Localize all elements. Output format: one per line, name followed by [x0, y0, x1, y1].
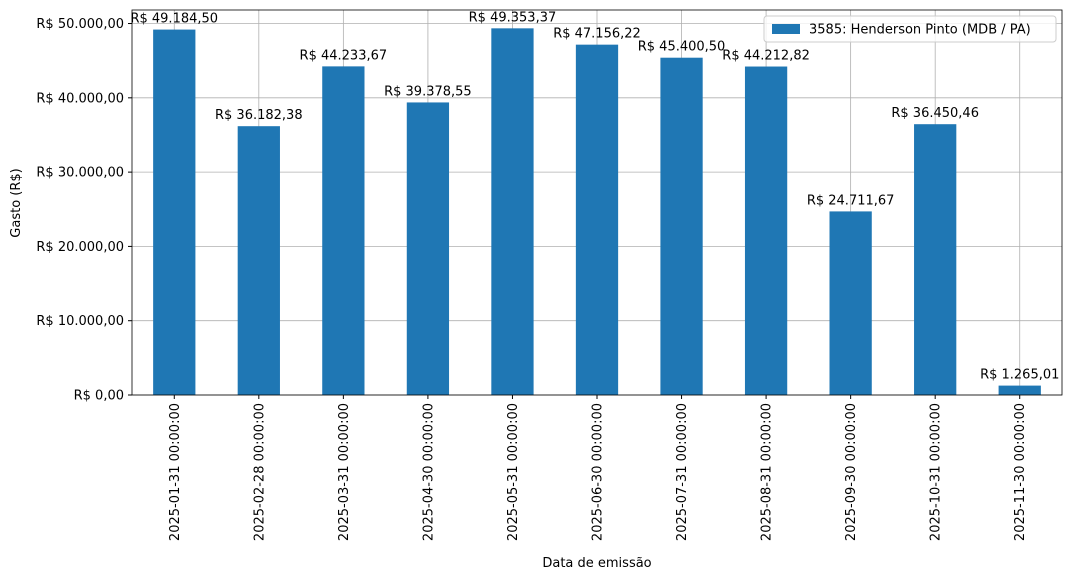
bar [322, 66, 365, 395]
x-axis-label: Data de emissão [542, 556, 651, 571]
value-label: R$ 47.156,22 [553, 27, 641, 42]
legend: 3585: Henderson Pinto (MDB / PA) [763, 15, 1057, 43]
x-tick-label: 2025-05-31 00:00:00 [506, 403, 521, 541]
value-label: R$ 44.212,82 [722, 49, 810, 64]
x-tick-label: 2025-09-30 00:00:00 [844, 403, 859, 541]
legend-box [763, 15, 1057, 43]
x-tick-label: 2025-02-28 00:00:00 [252, 403, 267, 541]
x-tick-label: 2025-10-31 00:00:00 [929, 403, 944, 541]
value-label: R$ 36.450,46 [891, 106, 979, 121]
bar [998, 385, 1041, 395]
y-tick-label: R$ 50.000,00 [36, 17, 124, 32]
x-tick-label: 2025-03-31 00:00:00 [337, 403, 352, 541]
bar [575, 44, 619, 395]
bar [237, 126, 280, 395]
plot-frame [131, 9, 1063, 396]
bar [660, 57, 703, 396]
bar [829, 211, 872, 395]
value-label: R$ 49.184,50 [130, 12, 218, 27]
value-label: R$ 45.400,50 [638, 40, 726, 55]
value-label: R$ 39.378,55 [384, 84, 472, 99]
legend-swatch [772, 24, 800, 34]
y-tick-label: R$ 10.000,00 [36, 314, 124, 329]
value-label: R$ 44.233,67 [300, 48, 388, 63]
value-label: R$ 36.182,38 [215, 108, 303, 123]
legend-label: 3585: Henderson Pinto (MDB / PA) [809, 23, 1031, 38]
y-axis-label: Gasto (R$) [9, 168, 24, 237]
value-label: R$ 24.711,67 [807, 193, 895, 208]
y-tick-label: R$ 20.000,00 [36, 240, 124, 255]
x-tick-label: 2025-06-30 00:00:00 [591, 403, 606, 541]
x-tick-label: 2025-07-31 00:00:00 [675, 403, 690, 541]
x-tick-label: 2025-04-30 00:00:00 [421, 403, 436, 541]
x-tick-label: 2025-01-31 00:00:00 [168, 403, 183, 541]
value-label: R$ 49.353,37 [469, 10, 557, 25]
bar [153, 29, 196, 395]
y-tick-label: R$ 30.000,00 [36, 166, 124, 181]
bar [491, 28, 534, 395]
x-tick-label: 2025-11-30 00:00:00 [1013, 403, 1028, 541]
bar [744, 66, 788, 396]
y-tick-label: R$ 0,00 [74, 389, 124, 404]
x-tick-label: 2025-08-31 00:00:00 [760, 403, 775, 541]
y-tick-label: R$ 40.000,00 [36, 91, 124, 106]
value-label: R$ 1.265,01 [980, 368, 1059, 383]
bar [406, 102, 450, 396]
bar [914, 124, 957, 395]
